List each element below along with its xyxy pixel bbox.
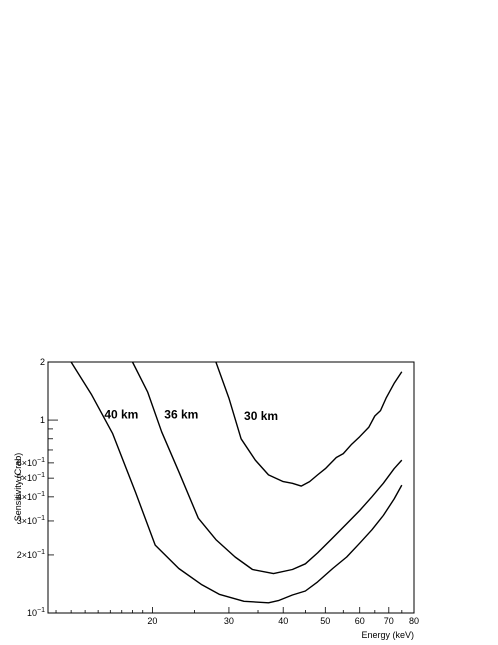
y-tick-exponent: −1	[37, 457, 45, 464]
y-tick-base: 1	[40, 415, 45, 425]
y-tick-exponent: −1	[37, 491, 45, 498]
y-tick-label: 4×10−1	[17, 491, 45, 502]
x-tick-label: 50	[320, 616, 330, 626]
series-labels: 40 km 36 km 30 km	[104, 407, 278, 423]
curves	[70, 361, 403, 604]
y-tick-base: 6×10	[17, 458, 37, 468]
y-tick-exponent: −1	[37, 607, 45, 614]
y-tick-label: 1	[40, 415, 45, 425]
series-label: 36 km	[164, 407, 198, 421]
y-tick-exponent: −1	[37, 549, 45, 556]
series-line-40-km	[70, 361, 403, 604]
y-tick-label: 10−1	[27, 607, 45, 618]
y-tick-base: 2	[40, 357, 45, 367]
plot-frame	[47, 361, 415, 614]
y-tick-exponent: −1	[37, 515, 45, 522]
y-tick-exponent: −1	[37, 472, 45, 479]
x-tick-label: 80	[409, 616, 419, 626]
series-line-36-km	[131, 361, 403, 575]
x-tick-label: 60	[355, 616, 365, 626]
series-line-30-km	[215, 361, 403, 487]
x-tick-label: 70	[384, 616, 394, 626]
y-axis-title: Sensitivity (Crab)	[13, 453, 23, 522]
y-tick-base: 5×10	[17, 473, 37, 483]
y-tick-base: 4×10	[17, 492, 37, 502]
series-label: 40 km	[104, 407, 138, 421]
y-axis: 10−12×10−13×10−14×10−15×10−16×10−112	[17, 357, 58, 618]
y-tick-base: 3×10	[17, 516, 37, 526]
x-tick-label: 30	[224, 616, 234, 626]
x-axis: 20 30 40 50 60 70 80	[55, 607, 419, 626]
x-tick-label: 20	[147, 616, 157, 626]
x-tick-label: 40	[278, 616, 288, 626]
series-label: 30 km	[244, 409, 278, 423]
y-tick-base: 2×10	[17, 550, 37, 560]
y-tick-label: 2×10−1	[17, 549, 45, 560]
y-tick-label: 5×10−1	[17, 472, 45, 483]
y-tick-base: 10	[27, 608, 37, 618]
y-tick-label: 6×10−1	[17, 457, 45, 468]
y-tick-label: 3×10−1	[17, 515, 45, 526]
y-tick-label: 2	[40, 357, 45, 367]
x-axis-title: Energy (keV)	[361, 630, 414, 640]
